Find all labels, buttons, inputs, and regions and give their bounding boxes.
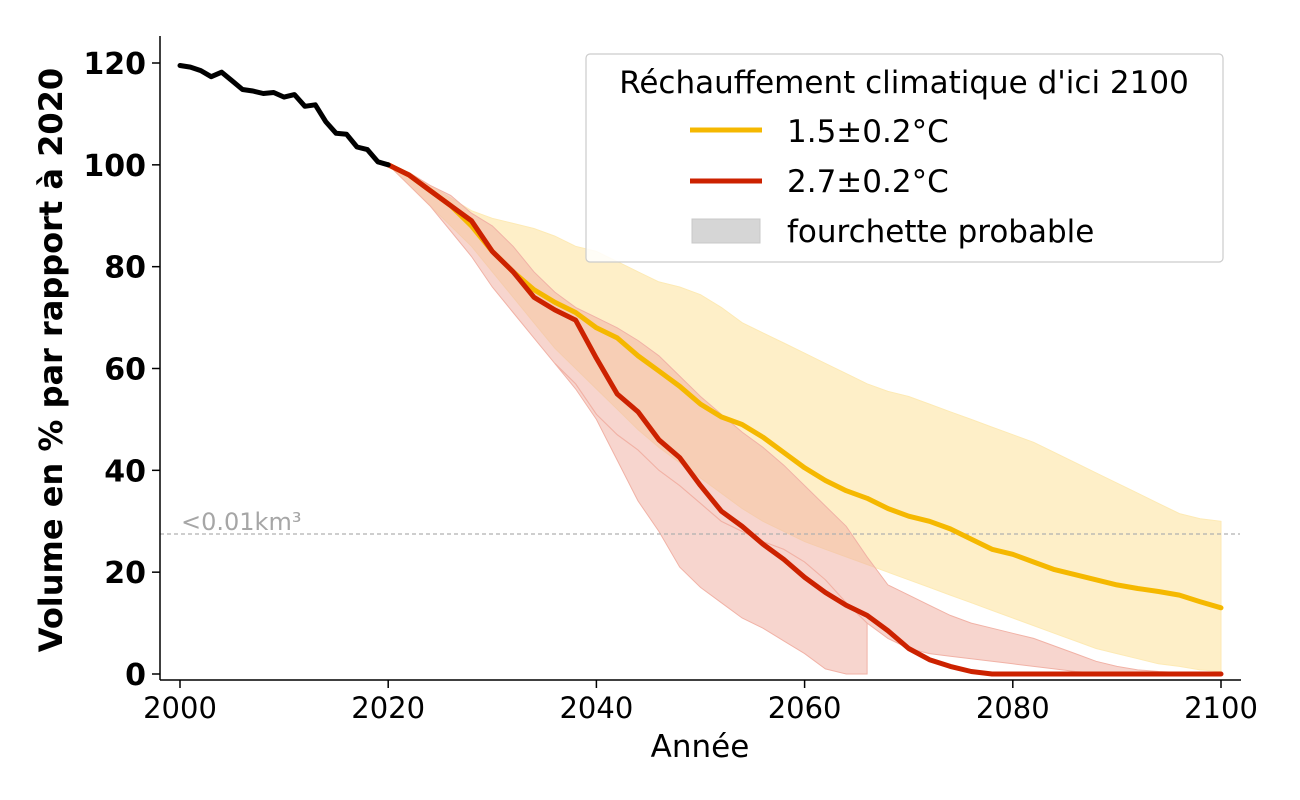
legend-label-1p5: 1.5±0.2°C [787,114,949,150]
legend-frame [585,53,1224,263]
series-lines [177,63,1224,677]
series-line-2p7 [385,162,1224,677]
x-tick-label-2000: 2000 [143,691,217,725]
threshold-group: <0.01km³ [160,508,1240,536]
y-tick-label-60: 60 [104,353,146,388]
legend-label-2p7: 2.7±0.2°C [787,164,949,200]
x-ticks: 2000 2020 2040 2060 2080 2100 [143,680,1258,725]
legend-title: Réchauffement climatique d'ici 2100 [619,65,1189,101]
y-tick-label-120: 120 [83,47,146,82]
legend: Réchauffement climatique d'ici 2100 1.5±… [585,53,1224,263]
series-line-historical [177,63,391,168]
y-ticks: 0 20 40 60 80 100 120 [83,47,160,693]
x-tick-label-2100: 2100 [1184,691,1258,725]
y-tick-label-20: 20 [104,556,146,591]
legend-label-range: fourchette probable [787,214,1094,250]
legend-swatch-range [691,218,761,244]
y-tick-label-40: 40 [104,454,146,489]
y-axis-label: Volume en % par rapport à 2020 [32,68,70,652]
range-band-2 [554,363,868,675]
threshold-label: <0.01km³ [181,508,301,536]
range-bands [387,164,1222,675]
x-tick-label-2080: 2080 [976,691,1050,725]
y-tick-label-100: 100 [83,149,146,184]
x-tick-label-2060: 2060 [768,691,842,725]
x-tick-label-2020: 2020 [351,691,425,725]
y-tick-label-80: 80 [104,251,146,286]
x-axis-label: Année [651,729,750,765]
series-line-1p5 [385,162,1224,611]
y-tick-label-0: 0 [125,658,146,693]
x-tick-label-2040: 2040 [559,691,633,725]
